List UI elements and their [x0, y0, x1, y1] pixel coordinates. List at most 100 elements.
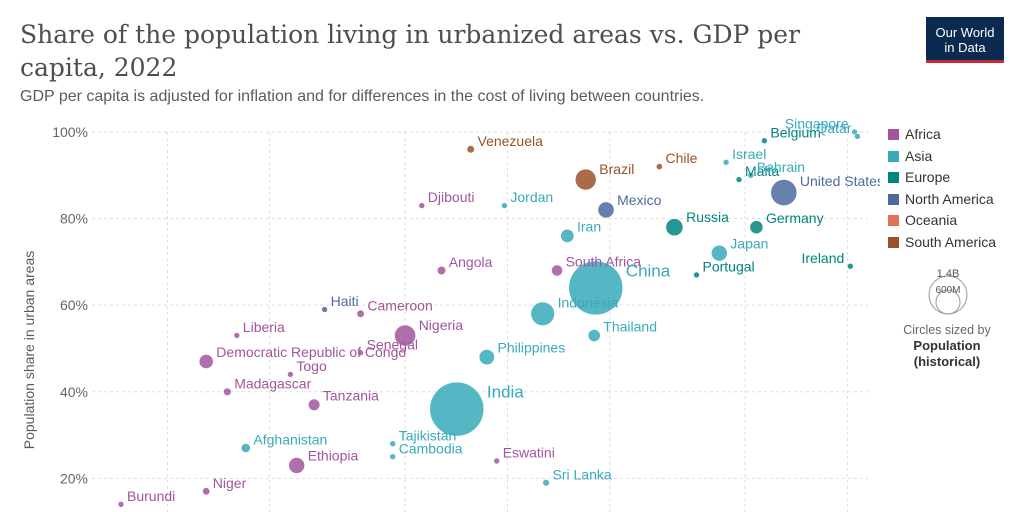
data-label: Venezuela [478, 133, 544, 149]
data-point[interactable] [418, 202, 426, 209]
data-point[interactable] [501, 202, 508, 209]
data-point[interactable] [321, 306, 328, 313]
data-point[interactable] [542, 479, 550, 487]
data-point[interactable] [747, 172, 755, 179]
data-label: Madagascar [234, 375, 311, 391]
legend-label: Oceania [905, 212, 958, 228]
legend-item[interactable]: Europe [888, 169, 950, 189]
legend-item[interactable]: Africa [888, 126, 941, 146]
y-axis-label: Population share in urban areas [21, 251, 37, 449]
data-point[interactable] [854, 133, 861, 140]
data-point[interactable] [710, 244, 728, 262]
data-label: Senegal [367, 336, 418, 352]
data-point[interactable] [574, 168, 597, 191]
data-point[interactable] [223, 387, 232, 396]
data-label: Djibouti [428, 189, 475, 205]
data-label: Malta [745, 163, 779, 179]
data-label: Haiti [331, 293, 359, 309]
chart-subtitle: GDP per capita is adjusted for inflation… [20, 88, 705, 105]
data-point[interactable] [117, 500, 125, 508]
size-caption-text: Circles sized by [903, 323, 991, 337]
data-label: Tanzania [323, 388, 379, 404]
data-label: Ethiopia [308, 448, 359, 464]
size-legend-big: 1.4B [937, 268, 960, 280]
y-axis-ticks: 20% 40% 60% 80% 100% [52, 124, 88, 486]
data-label: Afghanistan [253, 431, 327, 447]
data-label: Liberia [243, 319, 285, 335]
data-point[interactable] [466, 145, 475, 154]
size-legend-caption: Circles sized by Population (historical) [888, 322, 1006, 370]
scatter-chart: 20% 40% 60% 80% 100% Population share in urb… [21, 116, 880, 512]
data-label: Brazil [599, 161, 634, 177]
size-caption-bold-1: Population [913, 338, 981, 353]
data-label: Sri Lanka [553, 466, 612, 482]
data-point[interactable] [436, 265, 447, 276]
legend-label: Africa [905, 126, 941, 142]
y-tick-label: 100% [52, 124, 88, 140]
data-point[interactable] [287, 371, 294, 378]
y-tick-label: 60% [60, 297, 88, 313]
legend-item[interactable]: Oceania [888, 212, 957, 232]
data-point[interactable] [560, 228, 575, 243]
data-point[interactable] [568, 260, 624, 316]
data-point[interactable] [722, 159, 730, 166]
owid-logo[interactable]: Our World in Data [926, 17, 1004, 63]
data-point[interactable] [693, 271, 700, 279]
legend-label: Asia [905, 147, 933, 164]
data-point[interactable] [389, 440, 397, 448]
legend-label: North America [905, 190, 994, 207]
data-point[interactable] [288, 457, 306, 474]
data-point[interactable] [597, 201, 615, 219]
data-point[interactable] [493, 457, 501, 465]
logo-line-1: Our World [935, 25, 995, 40]
data-point[interactable] [394, 324, 417, 347]
data-label: Germany [766, 210, 824, 226]
data-point[interactable] [357, 349, 364, 357]
data-point[interactable] [735, 176, 743, 183]
data-label: Bahrain [757, 159, 805, 175]
data-label: Indonesia [558, 295, 619, 311]
data-label: South Africa [566, 254, 642, 270]
data-label: Japan [730, 235, 768, 251]
data-point[interactable] [846, 262, 854, 270]
data-point[interactable] [202, 487, 211, 496]
data-point[interactable] [478, 349, 495, 366]
data-label: India [487, 383, 524, 402]
y-tick-label: 20% [60, 470, 88, 486]
legend-item[interactable]: South America [888, 234, 996, 254]
data-point[interactable] [656, 163, 663, 170]
data-point[interactable] [240, 443, 251, 453]
data-point[interactable] [530, 301, 555, 326]
data-label: United States [800, 173, 880, 189]
data-label: China [626, 261, 671, 280]
data-label: Singapore [785, 116, 849, 132]
data-label: Qatar [816, 120, 851, 136]
data-point[interactable] [308, 398, 321, 411]
legend-item[interactable]: Asia [888, 148, 932, 168]
size-caption-bold-2: (historical) [913, 354, 981, 369]
y-tick-label: 80% [60, 211, 88, 227]
data-point[interactable] [587, 329, 601, 342]
data-point[interactable] [665, 218, 684, 237]
data-point[interactable] [198, 354, 214, 369]
logo-accent-bar [926, 60, 1004, 63]
data-point[interactable] [749, 220, 764, 235]
data-point[interactable] [356, 309, 365, 318]
data-point[interactable] [770, 179, 798, 207]
data-label: Angola [449, 254, 493, 270]
data-label: Nigeria [419, 317, 464, 333]
data-point[interactable] [761, 137, 768, 144]
data-point[interactable] [429, 381, 485, 437]
data-label: Iran [577, 219, 601, 235]
legend-label: Europe [905, 169, 951, 185]
chart-title: Share of the population living in urbani… [20, 20, 801, 82]
data-label: Israel [732, 146, 766, 162]
legend-swatch [888, 129, 899, 140]
legend-swatch [888, 215, 899, 226]
size-legend-circles: 1.4B 600M [928, 268, 968, 315]
data-point[interactable] [551, 264, 563, 277]
data-point[interactable] [233, 332, 241, 339]
legend-item[interactable]: North America [888, 191, 994, 211]
data-point[interactable] [389, 453, 397, 461]
legend-swatch [888, 236, 899, 248]
